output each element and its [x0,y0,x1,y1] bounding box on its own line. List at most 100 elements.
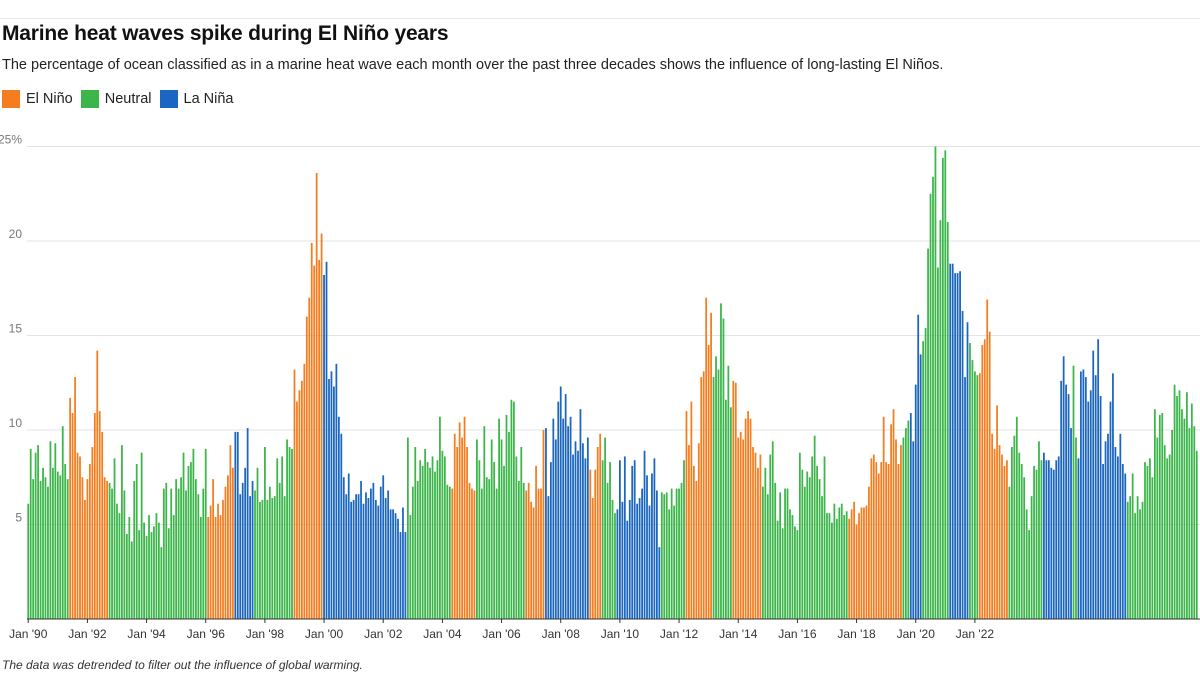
bar[interactable] [1013,435,1016,619]
bar[interactable] [981,344,984,619]
bar[interactable] [969,343,971,619]
bar[interactable] [614,513,616,619]
bar[interactable] [547,496,550,619]
bar[interactable] [379,486,382,619]
bar[interactable] [503,465,505,619]
bar[interactable] [611,499,614,619]
bar[interactable] [1092,350,1095,619]
bar[interactable] [1163,445,1166,619]
bar[interactable] [853,501,855,619]
bar[interactable] [1183,418,1186,619]
bar[interactable] [155,513,158,619]
bar[interactable] [892,409,895,619]
bar[interactable] [971,360,974,619]
bar[interactable] [182,452,185,619]
bar[interactable] [212,479,215,619]
bar[interactable] [628,499,631,619]
bar[interactable] [476,439,478,619]
bar[interactable] [754,452,757,619]
bar[interactable] [1151,477,1154,619]
bar[interactable] [318,259,321,619]
bar[interactable] [1181,409,1183,619]
bar[interactable] [890,424,892,619]
bar[interactable] [370,488,372,619]
bar[interactable] [234,431,237,619]
bar[interactable] [162,488,165,619]
bar[interactable] [177,488,180,619]
bar[interactable] [508,431,510,619]
bar[interactable] [752,447,754,619]
bar[interactable] [1038,441,1040,619]
bar[interactable] [527,482,530,619]
bar[interactable] [42,467,44,619]
bar[interactable] [313,265,316,619]
bar[interactable] [399,532,402,619]
bar[interactable] [236,431,239,619]
bar[interactable] [692,465,695,619]
bar[interactable] [424,448,427,619]
bar[interactable] [697,443,700,619]
bar[interactable] [246,428,249,619]
bar[interactable] [335,363,338,619]
bar[interactable] [791,515,794,619]
bar[interactable] [932,176,934,620]
bar[interactable] [1062,356,1065,619]
bar[interactable] [185,490,187,619]
bar[interactable] [673,505,676,619]
bar[interactable] [619,460,621,619]
bar[interactable] [663,494,666,619]
bar[interactable] [591,498,594,619]
bar[interactable] [333,386,335,619]
bar[interactable] [540,488,542,619]
bar[interactable] [828,513,831,619]
bar[interactable] [1070,428,1072,619]
bar[interactable] [320,233,323,619]
bar[interactable] [786,488,789,619]
bar[interactable] [466,447,468,619]
bar[interactable] [429,467,431,619]
bar[interactable] [1072,365,1075,619]
bar[interactable] [601,460,604,619]
bar[interactable] [798,452,801,619]
bar[interactable] [978,373,981,619]
bar[interactable] [885,462,888,619]
bar[interactable] [69,397,72,619]
bar[interactable] [816,465,818,619]
bar[interactable] [128,516,131,619]
bar[interactable] [121,445,123,619]
bar[interactable] [224,486,227,619]
bar[interactable] [781,528,784,619]
bar[interactable] [974,371,976,619]
bar[interactable] [463,416,466,619]
bar[interactable] [495,488,498,619]
bar[interactable] [1114,447,1117,619]
bar[interactable] [268,486,271,619]
bar[interactable] [436,460,439,619]
bar[interactable] [964,377,966,619]
bar[interactable] [325,261,328,619]
bar[interactable] [902,437,905,619]
bar[interactable] [298,390,301,619]
bar[interactable] [305,316,308,619]
bar[interactable] [1116,456,1119,619]
bar[interactable] [988,331,991,619]
bar[interactable] [1168,454,1171,619]
bar[interactable] [1136,496,1139,619]
bar[interactable] [389,509,392,619]
bar[interactable] [1149,458,1151,619]
bar[interactable] [1146,465,1149,619]
bar[interactable] [803,486,806,619]
bar[interactable] [1077,458,1080,619]
bar[interactable] [1067,394,1070,619]
bar[interactable] [949,263,952,619]
bar[interactable] [113,458,116,619]
bar[interactable] [705,297,708,619]
bar[interactable] [1124,473,1127,619]
bar[interactable] [101,431,104,619]
bar[interactable] [1035,469,1038,619]
bar[interactable] [84,499,86,619]
bar[interactable] [59,475,62,619]
bar[interactable] [517,481,520,619]
bar[interactable] [446,484,449,619]
bar[interactable] [532,507,535,619]
